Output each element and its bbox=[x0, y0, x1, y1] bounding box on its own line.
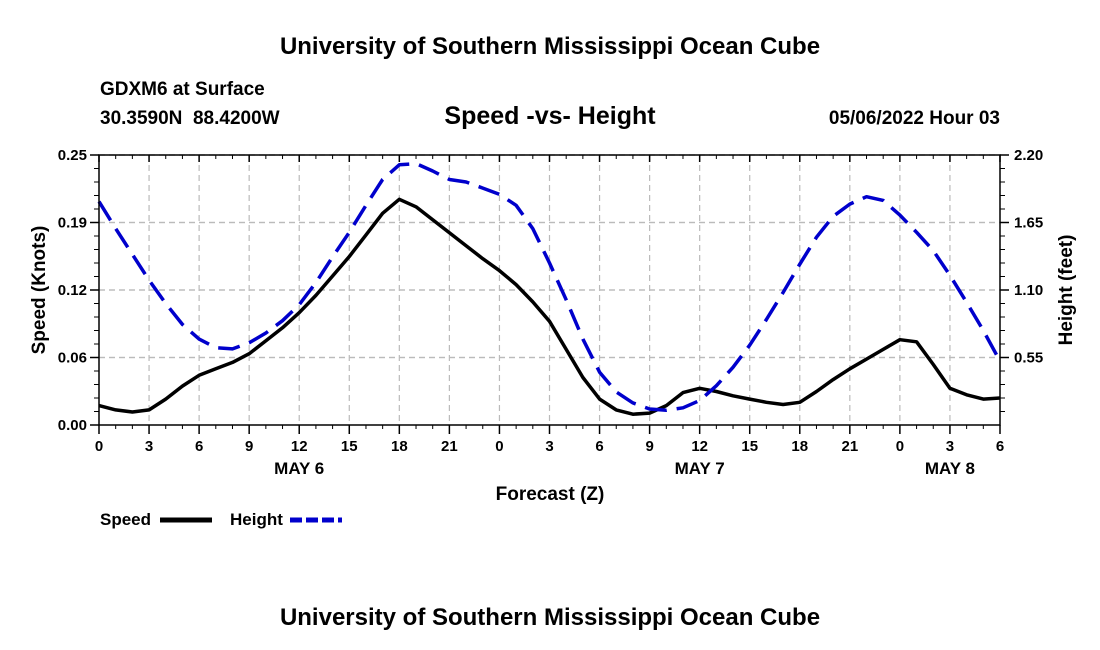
x-tick-label: 6 bbox=[996, 438, 1004, 455]
x-tick-label: 12 bbox=[691, 438, 708, 455]
x-tick-label: 12 bbox=[291, 438, 308, 455]
station-label: GDXM6 at Surface bbox=[100, 79, 265, 100]
y-axis-right: 0.55 1.10 1.65 2.20 bbox=[1000, 147, 1043, 412]
x-axis: 0 3 6 9 12 15 18 21 0 3 6 9 12 15 18 21 0 3 6 MAY 6 MAY 7 MAY… bbox=[95, 155, 1004, 478]
legend-height-label: Height bbox=[230, 510, 283, 529]
y-tick-label: 0.19 bbox=[58, 215, 87, 232]
x-tick-label: 15 bbox=[341, 438, 358, 455]
x-tick-label: 3 bbox=[145, 438, 153, 455]
x-tick-label: 0 bbox=[95, 438, 103, 455]
x-tick-label: 3 bbox=[545, 438, 553, 455]
date-label: MAY 7 bbox=[675, 459, 725, 478]
coords-label: 30.3590N 88.4200W bbox=[100, 108, 280, 129]
x-axis-label: Forecast (Z) bbox=[496, 484, 605, 505]
x-tick-label: 0 bbox=[495, 438, 503, 455]
series-speed-line bbox=[98, 197, 1001, 416]
y2-tick-label: 2.20 bbox=[1014, 147, 1043, 164]
y2-tick-label: 1.10 bbox=[1014, 282, 1043, 299]
date-label: MAY 6 bbox=[274, 459, 324, 478]
x-tick-label: 9 bbox=[645, 438, 653, 455]
y-axis-left: 0.00 0.06 0.12 0.19 0.25 bbox=[58, 147, 99, 434]
x-tick-label: 21 bbox=[441, 438, 458, 455]
x-tick-label: 3 bbox=[946, 438, 954, 455]
y2-axis-label: Height (feet) bbox=[1056, 235, 1077, 346]
y2-tick-label: 0.55 bbox=[1014, 350, 1043, 367]
x-tick-label: 18 bbox=[391, 438, 408, 455]
datetime-label: 05/06/2022 Hour 03 bbox=[829, 108, 1000, 129]
y-axis-label: Speed (Knots) bbox=[29, 226, 50, 355]
title-top: University of Southern Mississippi Ocean… bbox=[280, 33, 820, 60]
date-label: MAY 8 bbox=[925, 459, 975, 478]
x-tick-label: 0 bbox=[896, 438, 904, 455]
series-height-line bbox=[97, 161, 1002, 413]
chart-title: Speed -vs- Height bbox=[444, 102, 656, 130]
legend-speed-label: Speed bbox=[100, 510, 151, 529]
y-tick-label: 0.25 bbox=[58, 147, 87, 164]
x-tick-label: 6 bbox=[195, 438, 203, 455]
title-bottom: University of Southern Mississippi Ocean… bbox=[280, 604, 820, 631]
x-tick-label: 15 bbox=[741, 438, 758, 455]
x-tick-label: 18 bbox=[791, 438, 808, 455]
series-layer bbox=[97, 161, 1002, 416]
x-tick-label: 21 bbox=[841, 438, 858, 455]
y2-tick-label: 1.65 bbox=[1014, 215, 1043, 232]
y-tick-label: 0.06 bbox=[58, 350, 87, 367]
grid bbox=[99, 154, 1000, 425]
legend: Speed Height bbox=[100, 510, 342, 529]
y-tick-label: 0.12 bbox=[58, 282, 87, 299]
y-tick-label: 0.00 bbox=[58, 417, 87, 434]
x-tick-label: 9 bbox=[245, 438, 253, 455]
x-tick-label: 6 bbox=[595, 438, 603, 455]
